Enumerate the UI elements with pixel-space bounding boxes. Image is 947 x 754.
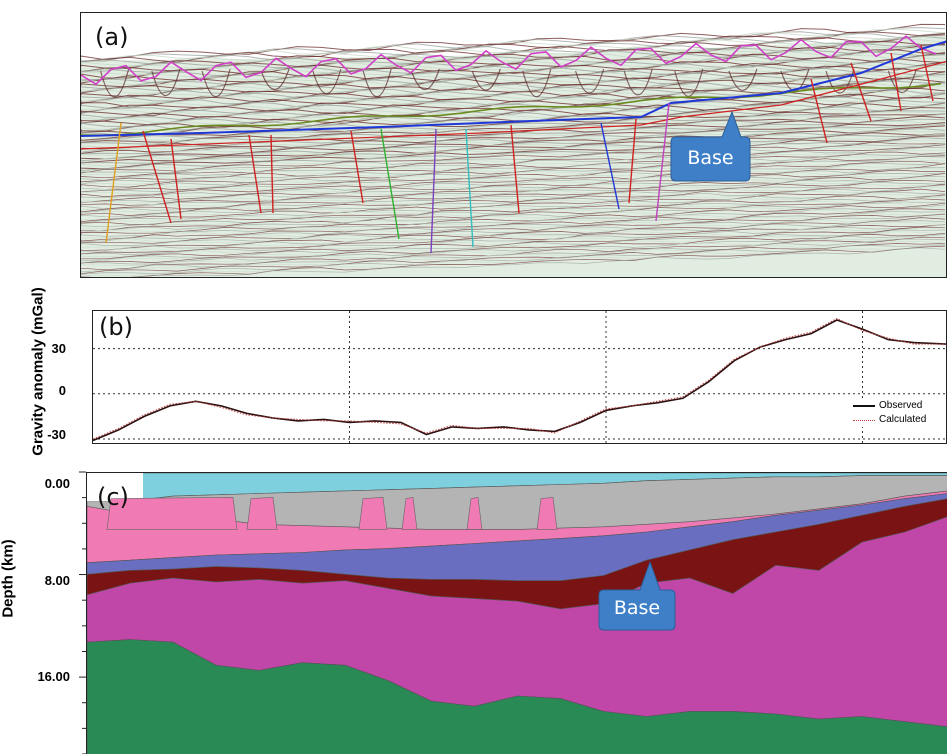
- fault-line-0: [105, 122, 122, 244]
- gravity-plot: [93, 311, 946, 443]
- legend-observed: Observed: [853, 399, 926, 413]
- seismic-diapir-8: [522, 68, 552, 98]
- seismic-reflectors: [81, 23, 946, 277]
- fault-line-8: [465, 128, 474, 248]
- layer-mantle-green: [87, 639, 947, 754]
- seismic-diapir-0: [100, 68, 130, 98]
- pink-intrusion-3: [401, 497, 418, 530]
- panel-c-depth-model: (c): [86, 472, 947, 754]
- panel-b-gravity-chart: (b) Observed Calculated: [92, 310, 947, 444]
- horizon-red: [81, 60, 946, 150]
- fault-line-9: [510, 124, 520, 214]
- depth-tick-16: 16.00: [37, 669, 70, 684]
- seismic-diapir-10: [623, 68, 653, 96]
- seismic-diapir-3: [260, 68, 290, 90]
- seismic-diapir-12: [728, 68, 758, 91]
- model-left-mask: [87, 473, 143, 502]
- fault-line-10: [600, 122, 620, 210]
- fault-line-5: [350, 130, 364, 204]
- panel-b-letter: (b): [99, 313, 133, 341]
- pink-intrusion-5: [536, 497, 558, 530]
- seismic-diapir-2: [201, 68, 231, 98]
- gravity-tick-neg30: -30: [47, 427, 66, 442]
- seismic-image: [81, 13, 946, 277]
- fault-line-4: [270, 134, 274, 214]
- legend-calculated: Calculated: [853, 413, 926, 427]
- horizon-base-blue: [81, 40, 946, 137]
- depth-axis-label: Depth (km): [0, 539, 17, 618]
- seismic-diapir-9: [575, 68, 605, 94]
- gravity-legend: Observed Calculated: [853, 399, 927, 427]
- fault-line-7: [430, 128, 437, 254]
- pink-intrusion-1: [246, 497, 278, 530]
- fault-line-1: [142, 130, 172, 224]
- pink-intrusion-4: [466, 497, 483, 530]
- gravity-series-calculated: [93, 317, 946, 440]
- fault-line-14: [850, 62, 872, 122]
- gravity-tick-30: 30: [51, 341, 66, 356]
- fault-line-12: [655, 102, 670, 222]
- horizon-green: [81, 82, 942, 137]
- depth-model-plot: [87, 473, 947, 754]
- pink-intrusion-0: [106, 497, 238, 530]
- base-callout-c-label: Base: [613, 597, 661, 619]
- legend-observed-swatch: [853, 405, 875, 407]
- panel-a-seismic-section: (a): [80, 12, 947, 278]
- seismic-diapir-11: [674, 68, 704, 97]
- fault-line-13: [810, 78, 828, 144]
- legend-calculated-swatch: [853, 419, 875, 421]
- seismic-diapir-14: [825, 68, 855, 94]
- gravity-series-observed: [93, 319, 946, 442]
- seismic-diapir-15: [887, 68, 917, 93]
- legend-observed-label: Observed: [879, 400, 923, 411]
- fault-line-16: [920, 44, 934, 102]
- panel-c-letter: (c): [97, 483, 129, 511]
- seismic-diapir-4: [312, 68, 342, 95]
- base-callout-a-label: Base: [687, 147, 734, 169]
- seismic-diapir-5: [362, 68, 392, 98]
- panel-a-letter: (a): [95, 23, 129, 51]
- depth-tick-0: 0.00: [44, 476, 70, 491]
- fault-line-11: [628, 118, 637, 204]
- seismic-diapir-7: [471, 68, 501, 91]
- seismic-diapir-6: [410, 68, 440, 91]
- fault-line-6: [380, 128, 400, 240]
- fault-line-3: [248, 134, 262, 214]
- fault-line-2: [170, 138, 182, 220]
- gravity-tick-0: 0: [58, 383, 66, 398]
- seismic-diapir-1: [151, 68, 181, 96]
- fault-line-15: [890, 52, 902, 112]
- horizon-magenta: [81, 35, 937, 86]
- depth-tick-8: 8.00: [44, 573, 70, 588]
- legend-calculated-label: Calculated: [879, 414, 927, 425]
- pink-intrusion-2: [358, 497, 388, 530]
